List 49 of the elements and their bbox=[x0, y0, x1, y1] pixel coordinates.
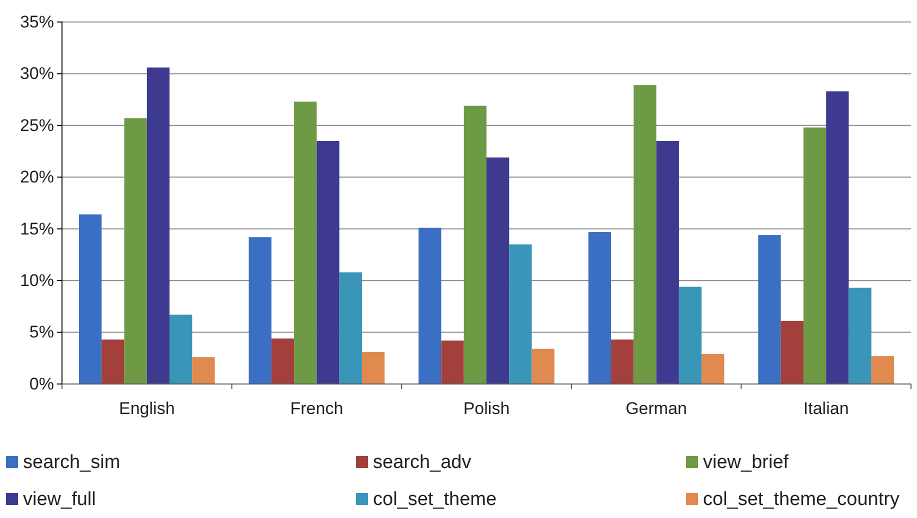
bar bbox=[588, 232, 612, 384]
bar bbox=[316, 140, 340, 384]
bar bbox=[656, 140, 679, 384]
bar bbox=[441, 340, 464, 384]
x-tick-label: English bbox=[119, 399, 175, 418]
bar bbox=[702, 354, 724, 384]
bar bbox=[248, 237, 272, 384]
bar bbox=[634, 85, 656, 384]
bar bbox=[758, 235, 781, 384]
bar bbox=[294, 102, 317, 384]
legend-label: view_full bbox=[23, 489, 96, 510]
y-tick-label: 20% bbox=[20, 168, 54, 187]
legend-label: col_set_theme bbox=[373, 489, 497, 510]
bar bbox=[78, 214, 102, 384]
bar bbox=[826, 91, 849, 384]
bar bbox=[464, 106, 486, 384]
bar bbox=[271, 338, 294, 384]
bar bbox=[848, 288, 872, 384]
bar bbox=[362, 352, 385, 384]
x-tick-label: French bbox=[290, 399, 344, 418]
bar bbox=[871, 356, 894, 384]
y-tick-label: 30% bbox=[20, 64, 54, 84]
bar bbox=[678, 286, 702, 384]
y-tick-label: 15% bbox=[20, 219, 54, 238]
y-tick-label: 10% bbox=[20, 271, 54, 290]
x-tick-label: Polish bbox=[463, 399, 510, 418]
legend-label: search_adv bbox=[373, 452, 472, 473]
legend-label: search_sim bbox=[23, 452, 120, 473]
bar bbox=[780, 320, 804, 384]
bar bbox=[418, 228, 442, 384]
bar bbox=[124, 118, 147, 384]
bar bbox=[532, 348, 554, 384]
bar bbox=[509, 244, 532, 384]
bar bbox=[339, 272, 362, 384]
y-tick-label: 35% bbox=[20, 12, 54, 32]
bar bbox=[611, 340, 634, 384]
bar bbox=[486, 157, 510, 384]
bar bbox=[146, 68, 170, 384]
bar bbox=[803, 127, 826, 384]
x-tick-label: Italian bbox=[803, 399, 849, 418]
x-tick-label: German bbox=[626, 399, 688, 418]
legend-label: view_brief bbox=[703, 452, 790, 473]
y-tick-label: 0% bbox=[29, 374, 54, 394]
y-tick-label: 5% bbox=[29, 322, 54, 342]
bar bbox=[192, 357, 215, 384]
legend-label: col_set_theme_country bbox=[703, 489, 900, 510]
bar bbox=[102, 340, 124, 384]
y-tick-label: 25% bbox=[20, 116, 54, 135]
bar bbox=[170, 314, 192, 384]
